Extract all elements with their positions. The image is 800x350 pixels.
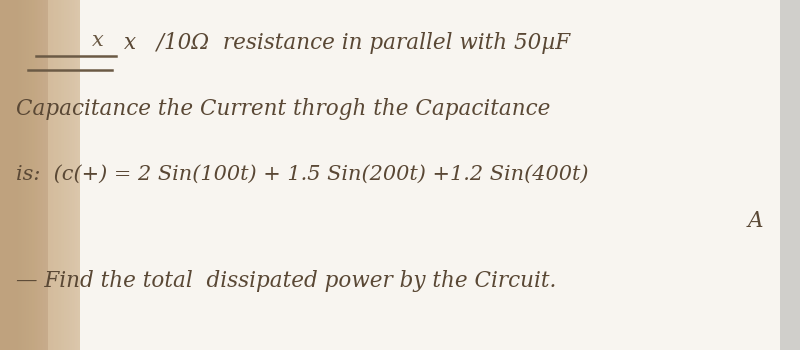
Text: A: A xyxy=(748,210,763,232)
Text: Capacitance the Current throgh the Capacitance: Capacitance the Current throgh the Capac… xyxy=(16,98,550,120)
Bar xyxy=(0,0,80,350)
Text: x   /10Ω  resistance in parallel with 50µF: x /10Ω resistance in parallel with 50µF xyxy=(124,32,570,54)
Bar xyxy=(780,0,800,350)
Text: — Find the total  dissipated power by the Circuit.: — Find the total dissipated power by the… xyxy=(16,270,556,292)
Bar xyxy=(48,0,80,350)
Text: is:  (c(+) = 2 Sin(100t) + 1.5 Sin(200t) +1.2 Sin(400t): is: (c(+) = 2 Sin(100t) + 1.5 Sin(200t) … xyxy=(16,164,589,183)
Text: x: x xyxy=(92,32,104,50)
